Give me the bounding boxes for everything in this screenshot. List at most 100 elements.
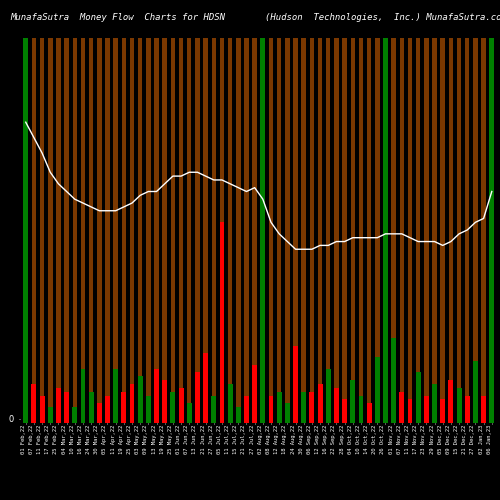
Bar	[326, 368, 330, 422]
Bar	[56, 388, 61, 422]
Bar	[482, 38, 486, 422]
Bar	[408, 38, 412, 422]
Bar	[293, 346, 298, 422]
Bar	[416, 372, 420, 422]
Bar	[350, 38, 355, 422]
Bar	[114, 38, 118, 422]
Bar	[212, 396, 216, 422]
Bar	[252, 365, 257, 422]
Bar	[56, 38, 60, 422]
Bar	[24, 38, 28, 422]
Bar	[138, 376, 142, 422]
Bar	[244, 396, 249, 422]
Bar	[448, 380, 454, 422]
Bar	[367, 38, 372, 422]
Bar	[268, 396, 274, 422]
Bar	[277, 38, 281, 422]
Bar	[465, 38, 469, 422]
Bar	[80, 368, 86, 422]
Bar	[105, 38, 110, 422]
Bar	[220, 338, 224, 422]
Bar	[32, 384, 36, 422]
Bar	[105, 396, 110, 422]
Bar	[72, 407, 77, 422]
Bar	[154, 38, 159, 422]
Bar	[375, 357, 380, 422]
Bar	[490, 38, 494, 422]
Bar	[24, 38, 28, 422]
Bar	[97, 38, 102, 422]
Bar	[432, 38, 437, 422]
Bar	[228, 38, 232, 422]
Bar	[228, 384, 232, 422]
Bar	[260, 38, 266, 422]
Bar	[64, 38, 69, 422]
Bar	[154, 368, 159, 422]
Bar	[130, 38, 134, 422]
Bar	[187, 403, 192, 422]
Bar	[440, 38, 445, 422]
Bar	[122, 38, 126, 422]
Bar	[204, 38, 208, 422]
Bar	[326, 38, 330, 422]
Bar	[146, 38, 150, 422]
Bar	[32, 38, 36, 422]
Bar	[448, 38, 453, 422]
Bar	[138, 38, 142, 422]
Bar	[97, 403, 102, 422]
Bar	[392, 38, 396, 422]
Bar	[294, 38, 298, 422]
Bar	[302, 38, 306, 422]
Bar	[473, 361, 478, 422]
Bar	[310, 392, 314, 422]
Bar	[80, 38, 85, 422]
Bar	[358, 396, 364, 422]
Bar	[170, 392, 175, 422]
Bar	[383, 38, 388, 422]
Bar	[318, 38, 322, 422]
Bar	[203, 353, 208, 422]
Bar	[342, 400, 347, 422]
Bar	[64, 392, 69, 422]
Bar	[212, 38, 216, 422]
Bar	[40, 38, 44, 422]
Bar	[358, 38, 363, 422]
Bar	[260, 38, 265, 422]
Bar	[236, 407, 241, 422]
Bar	[465, 396, 469, 422]
Bar	[179, 38, 184, 422]
Bar	[383, 38, 388, 422]
Bar	[170, 38, 175, 422]
Bar	[302, 392, 306, 422]
Bar	[260, 326, 266, 422]
Bar	[162, 38, 167, 422]
Bar	[24, 314, 28, 422]
Bar	[252, 38, 257, 422]
Bar	[122, 392, 126, 422]
Bar	[350, 380, 355, 422]
Bar	[383, 396, 388, 422]
Bar	[187, 38, 192, 422]
Bar	[424, 38, 428, 422]
Bar	[220, 222, 224, 422]
Bar	[178, 388, 184, 422]
Bar	[342, 38, 347, 422]
Text: MunafaSutra  Money Flow  Charts for HDSN: MunafaSutra Money Flow Charts for HDSN	[10, 12, 225, 22]
Bar	[490, 38, 494, 422]
Bar	[130, 384, 134, 422]
Bar	[334, 388, 339, 422]
Bar	[400, 392, 404, 422]
Bar	[334, 38, 338, 422]
Bar	[424, 396, 429, 422]
Bar	[375, 38, 380, 422]
Bar	[236, 38, 240, 422]
Bar	[89, 38, 94, 422]
Bar	[457, 38, 462, 422]
Bar	[481, 396, 486, 422]
Bar	[456, 388, 462, 422]
Bar	[162, 380, 167, 422]
Text: (Hudson  Technologies,  Inc.) MunafaSutra.com: (Hudson Technologies, Inc.) MunafaSutra.…	[265, 12, 500, 22]
Bar	[416, 38, 420, 422]
Bar	[146, 396, 151, 422]
Bar	[285, 403, 290, 422]
